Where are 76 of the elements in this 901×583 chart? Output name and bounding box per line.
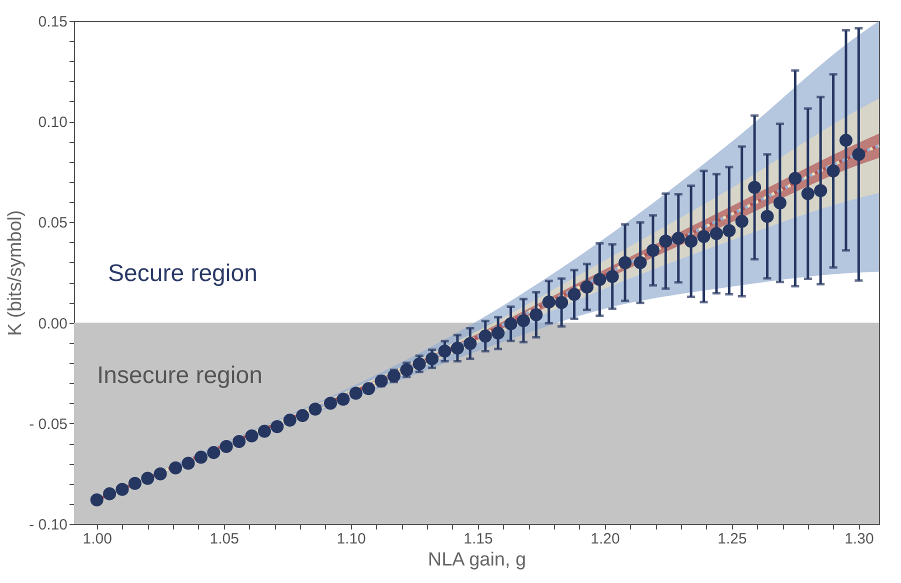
point: [722, 224, 736, 238]
point: [438, 344, 452, 358]
point: [773, 196, 786, 210]
point: [839, 134, 853, 147]
point: [464, 337, 477, 350]
x-axis-title: NLA gain, g: [428, 550, 526, 570]
y-tick-label: 0.00: [38, 315, 68, 332]
y-tick-label: - 0.10: [29, 516, 68, 534]
point: [646, 244, 660, 257]
point: [710, 227, 723, 240]
point: [362, 382, 376, 396]
point: [194, 450, 208, 464]
point: [593, 273, 606, 286]
point: [450, 342, 464, 355]
x-tick-label: 1.10: [336, 530, 366, 548]
point: [516, 314, 530, 328]
point: [283, 414, 296, 427]
point: [128, 476, 142, 490]
point: [412, 357, 426, 370]
point: [270, 420, 284, 434]
annotation: Insecure region: [97, 362, 262, 389]
point: [349, 386, 362, 400]
point: [141, 472, 154, 485]
point: [801, 187, 814, 200]
point: [826, 164, 840, 178]
point: [169, 461, 182, 474]
point: [103, 487, 116, 500]
point: [492, 326, 505, 340]
point: [697, 230, 710, 243]
point: [748, 180, 762, 194]
point: [760, 210, 774, 223]
point: [387, 369, 400, 382]
point: [580, 280, 594, 294]
point: [530, 308, 543, 322]
point: [116, 482, 129, 496]
x-tick-label: 1.20: [590, 530, 620, 548]
point: [232, 435, 246, 448]
point: [735, 214, 748, 228]
point: [154, 467, 167, 480]
point: [634, 256, 647, 270]
point: [568, 288, 581, 301]
point: [258, 424, 271, 438]
point: [220, 440, 233, 454]
point: [426, 352, 439, 366]
x-tick-label: 1.05: [210, 530, 239, 548]
point: [90, 493, 104, 506]
point: [814, 184, 828, 198]
x-tick-label: 1.15: [464, 530, 493, 548]
y-axis-title: K (bits/symbol): [5, 210, 26, 336]
point: [659, 234, 672, 248]
point: [182, 456, 195, 470]
point: [207, 446, 220, 460]
point: [788, 172, 802, 185]
x-tick-label: 1.25: [718, 530, 747, 548]
point: [324, 396, 337, 410]
y-tick-label: - 0.05: [29, 416, 68, 433]
point: [245, 429, 258, 442]
annotation: Secure region: [108, 260, 258, 287]
point: [504, 317, 518, 330]
point: [852, 148, 866, 161]
point: [542, 296, 556, 309]
point: [555, 296, 568, 309]
y-tick-label: 0.05: [38, 214, 68, 232]
point: [618, 256, 632, 270]
x-tick-label: 1.00: [82, 530, 112, 548]
point: [684, 234, 698, 248]
x-tick-label: 1.30: [844, 530, 874, 548]
point: [308, 402, 322, 416]
y-tick-label: 0.10: [38, 114, 68, 132]
point: [400, 363, 414, 376]
point: [606, 270, 619, 284]
point: [296, 409, 310, 422]
point: [478, 330, 492, 343]
y-tick-label: 0.15: [38, 14, 68, 30]
point: [672, 232, 685, 245]
point: [336, 392, 350, 406]
